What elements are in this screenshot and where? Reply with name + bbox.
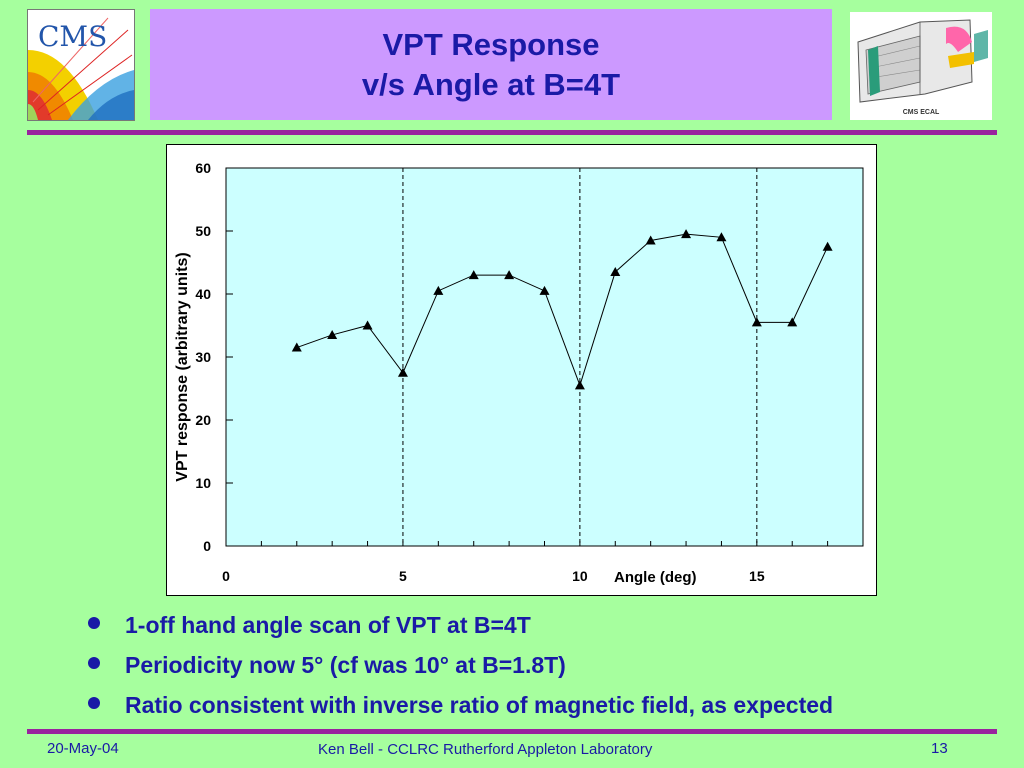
data-point-marker: [327, 329, 338, 339]
footer-author: Ken Bell - CCLRC Rutherford Appleton Lab…: [318, 741, 653, 758]
axis-ticks: [226, 167, 829, 547]
reference-lines: [402, 168, 758, 546]
slide-title-box: VPT Response v/s Angle at B=4T: [150, 9, 832, 120]
x-tick-label: 0: [222, 568, 230, 584]
cms-ecal-logo: CMS ECAL: [850, 12, 992, 120]
y-tick-label: 30: [195, 349, 211, 365]
bullet-list: 1-off hand angle scan of VPT at B=4T Per…: [88, 608, 1008, 728]
cms-ecal-caption: CMS ECAL: [902, 109, 940, 116]
data-point-marker: [433, 285, 444, 295]
data-point-marker: [574, 380, 585, 390]
bullet-item: 1-off hand angle scan of VPT at B=4T: [88, 608, 1008, 648]
bullet-text: Periodicity now 5° (cf was 10° at B=1.8T…: [125, 652, 566, 678]
data-series: [291, 229, 833, 390]
bullet-dot-icon: [88, 657, 100, 669]
plot-area: [225, 167, 864, 547]
footer-rule: [27, 729, 997, 734]
cms-logo-icon: CMS: [28, 10, 134, 120]
x-axis-label: Angle (deg): [614, 569, 697, 586]
data-point-marker: [787, 317, 798, 327]
x-tick-label: 5: [399, 568, 407, 584]
x-tick-label: 10: [572, 568, 588, 584]
y-tick-label: 20: [195, 412, 211, 428]
data-point-marker: [645, 235, 656, 245]
data-point-marker: [716, 232, 727, 242]
y-tick-label: 40: [195, 286, 211, 302]
bullet-item: Ratio consistent with inverse ratio of m…: [88, 688, 1008, 728]
header-rule: [27, 130, 997, 135]
y-tick-label: 0: [203, 538, 211, 554]
data-point-marker: [362, 320, 373, 330]
y-tick-label: 50: [195, 223, 211, 239]
data-point-marker: [504, 270, 515, 280]
bullet-dot-icon: [88, 617, 100, 629]
slide-subtitle: v/s Angle at B=4T: [361, 66, 621, 102]
tick-labels: 0 5 10 15 0 10 20 30 40 50 60: [195, 160, 764, 584]
bullet-dot-icon: [88, 697, 100, 709]
data-point-marker: [681, 229, 692, 239]
data-point-marker: [397, 367, 408, 377]
series-line: [296, 233, 829, 387]
data-point-marker: [610, 266, 621, 276]
vpt-response-chart: 0 5 10 15 0 10 20 30 40 50 60 Angle (deg) VPT resp…: [174, 160, 864, 586]
data-point-marker: [539, 285, 550, 295]
y-tick-label: 10: [195, 475, 211, 491]
y-axis-label: VPT response (arbitrary units): [174, 252, 191, 481]
data-point-marker: [822, 241, 833, 251]
bullet-item: Periodicity now 5° (cf was 10° at B=1.8T…: [88, 648, 1008, 688]
y-tick-label: 60: [195, 160, 211, 176]
x-tick-label: 15: [749, 568, 765, 584]
chart-frame: 0 5 10 15 0 10 20 30 40 50 60 Angle (deg) VPT resp…: [166, 144, 877, 596]
data-point-marker: [751, 317, 762, 327]
footer-date: 20-May-04: [47, 740, 119, 757]
cms-logo: CMS: [27, 9, 135, 121]
bullet-text: 1-off hand angle scan of VPT at B=4T: [125, 612, 531, 638]
data-point-marker: [291, 342, 302, 352]
bullet-text: Ratio consistent with inverse ratio of m…: [125, 692, 834, 718]
slide-title: VPT Response: [382, 26, 600, 62]
cms-ecal-detector-icon: [857, 19, 988, 103]
footer-page-number: 13: [931, 740, 948, 757]
data-point-marker: [468, 270, 479, 280]
cms-logo-text: CMS: [38, 20, 107, 53]
